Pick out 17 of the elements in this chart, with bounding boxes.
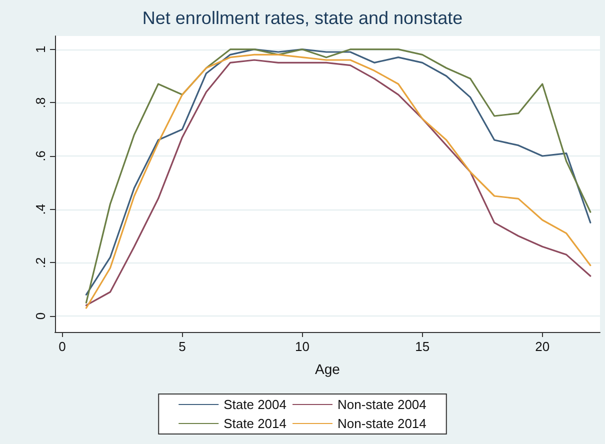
y-tick-label: 1 [33, 46, 48, 53]
y-tick-label: .8 [33, 97, 48, 108]
x-tick-label: 15 [415, 339, 430, 354]
legend-label: Non-state 2014 [337, 416, 426, 431]
x-axis-title: Age [315, 361, 340, 377]
y-tick-label: 0 [33, 312, 48, 320]
legend-label: State 2004 [224, 397, 286, 412]
x-tick-label: 10 [295, 339, 310, 354]
legend-label: Non-state 2004 [337, 397, 426, 412]
chart-title: Net enrollment rates, state and nonstate [142, 8, 463, 28]
x-tick-label: 0 [58, 339, 66, 354]
x-tick-label: 5 [178, 339, 186, 354]
x-tick-label: 20 [535, 339, 550, 354]
y-tick-label: .2 [33, 257, 48, 268]
legend-label: State 2014 [224, 416, 286, 431]
y-tick-label: .6 [33, 150, 48, 162]
y-tick-label: .4 [33, 204, 48, 215]
